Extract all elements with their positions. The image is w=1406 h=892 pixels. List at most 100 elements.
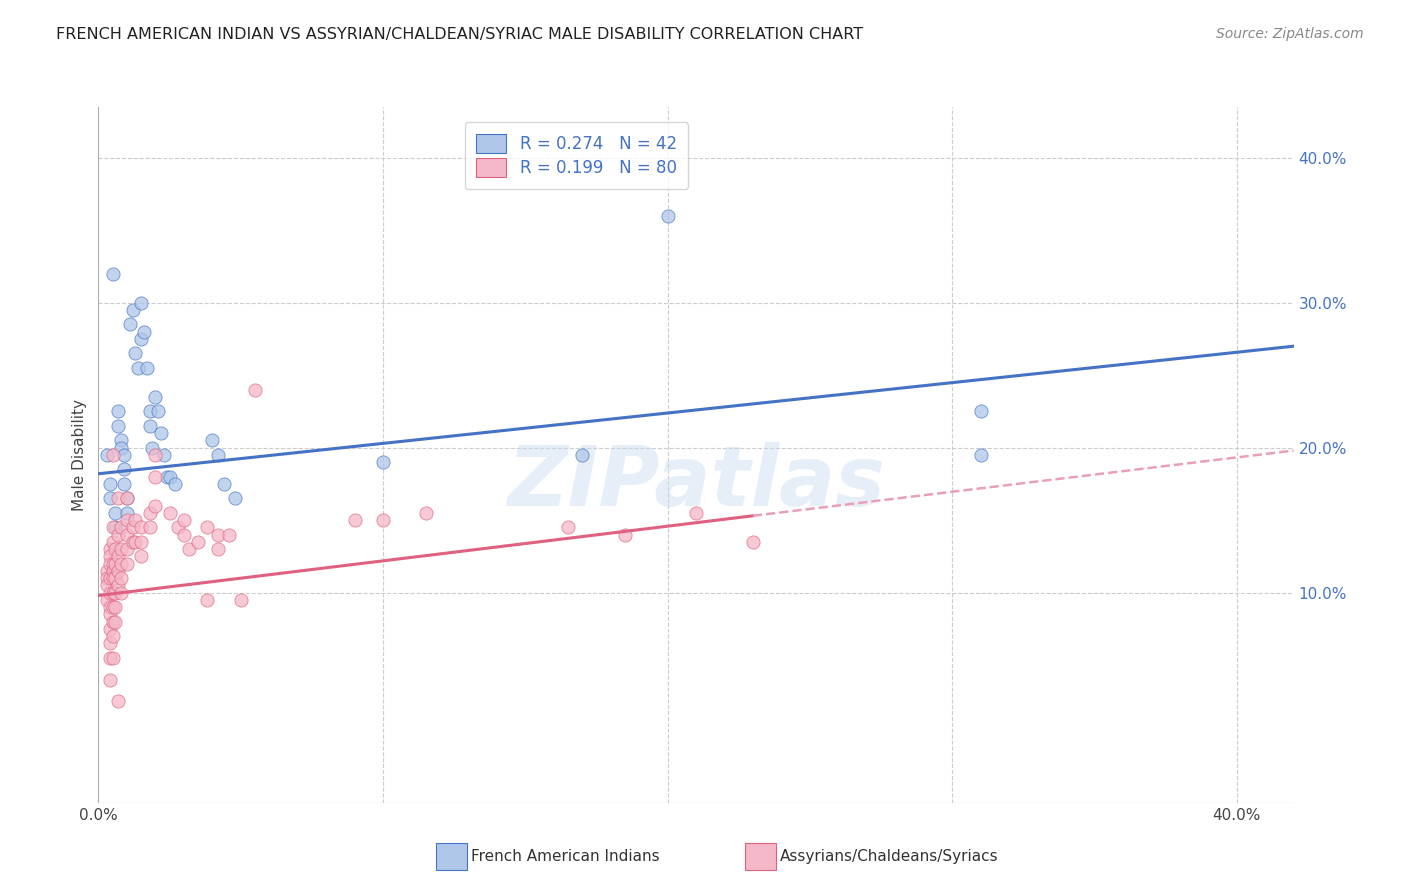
- Point: [165, 476, 187, 491]
- Point: [415, 506, 437, 520]
- Point: [96, 448, 118, 462]
- Point: [107, 549, 129, 564]
- Point: [115, 542, 138, 557]
- Point: [224, 491, 246, 506]
- Text: Source: ZipAtlas.com: Source: ZipAtlas.com: [1216, 27, 1364, 41]
- Point: [187, 534, 209, 549]
- Point: [112, 448, 135, 462]
- Point: [127, 361, 149, 376]
- Point: [143, 499, 166, 513]
- Point: [143, 448, 166, 462]
- Point: [104, 571, 127, 585]
- Point: [557, 520, 579, 534]
- Point: [101, 585, 124, 599]
- Point: [115, 506, 138, 520]
- Point: [110, 585, 132, 599]
- Point: [141, 441, 163, 455]
- Point: [115, 491, 138, 506]
- Point: [124, 513, 146, 527]
- Point: [101, 571, 124, 585]
- Point: [138, 520, 160, 534]
- Point: [229, 592, 252, 607]
- Point: [571, 448, 593, 462]
- Point: [129, 534, 152, 549]
- Point: [685, 506, 707, 520]
- Point: [98, 600, 121, 615]
- Point: [371, 455, 394, 469]
- Point: [110, 434, 132, 448]
- Point: [104, 520, 127, 534]
- Point: [207, 542, 229, 557]
- Point: [138, 404, 160, 418]
- Point: [101, 267, 124, 281]
- Point: [96, 578, 118, 592]
- Y-axis label: Male Disability: Male Disability: [72, 399, 87, 511]
- Point: [969, 404, 991, 418]
- Point: [110, 520, 132, 534]
- Point: [195, 592, 218, 607]
- Point: [110, 557, 132, 571]
- Point: [129, 332, 152, 346]
- Point: [101, 615, 124, 629]
- Point: [104, 557, 127, 571]
- Point: [104, 615, 127, 629]
- Point: [98, 607, 121, 622]
- Point: [98, 476, 121, 491]
- Point: [115, 513, 138, 527]
- Point: [129, 520, 152, 534]
- Point: [107, 404, 129, 418]
- Point: [207, 527, 229, 541]
- Point: [107, 694, 129, 708]
- Point: [112, 476, 135, 491]
- Point: [138, 419, 160, 434]
- Point: [201, 434, 224, 448]
- Point: [115, 527, 138, 541]
- Point: [156, 469, 179, 483]
- Text: French American Indians: French American Indians: [471, 849, 659, 863]
- Point: [98, 651, 121, 665]
- Point: [657, 209, 679, 223]
- Point: [98, 622, 121, 636]
- Point: [104, 600, 127, 615]
- Point: [98, 673, 121, 687]
- Point: [107, 527, 129, 541]
- Point: [98, 571, 121, 585]
- Point: [115, 491, 138, 506]
- Point: [969, 448, 991, 462]
- Point: [96, 564, 118, 578]
- Point: [343, 513, 366, 527]
- Point: [173, 527, 195, 541]
- Point: [107, 564, 129, 578]
- Point: [101, 564, 124, 578]
- Point: [104, 542, 127, 557]
- Point: [101, 651, 124, 665]
- Point: [212, 476, 235, 491]
- Point: [135, 361, 157, 376]
- Point: [98, 585, 121, 599]
- Point: [173, 513, 195, 527]
- Point: [741, 534, 763, 549]
- Text: ZIPatlas: ZIPatlas: [508, 442, 884, 524]
- Point: [96, 592, 118, 607]
- Point: [179, 542, 201, 557]
- Point: [129, 295, 152, 310]
- Point: [112, 462, 135, 476]
- Point: [98, 636, 121, 650]
- Point: [148, 404, 170, 418]
- Point: [243, 383, 266, 397]
- Point: [98, 491, 121, 506]
- Point: [104, 506, 127, 520]
- Point: [107, 419, 129, 434]
- Point: [101, 600, 124, 615]
- Point: [371, 513, 394, 527]
- Point: [195, 520, 218, 534]
- Point: [218, 527, 240, 541]
- Point: [124, 534, 146, 549]
- Point: [110, 441, 132, 455]
- Point: [138, 506, 160, 520]
- Text: FRENCH AMERICAN INDIAN VS ASSYRIAN/CHALDEAN/SYRIAC MALE DISABILITY CORRELATION C: FRENCH AMERICAN INDIAN VS ASSYRIAN/CHALD…: [56, 27, 863, 42]
- Point: [153, 448, 176, 462]
- Point: [150, 426, 173, 441]
- Point: [98, 557, 121, 571]
- Legend: R = 0.274   N = 42, R = 0.199   N = 80: R = 0.274 N = 42, R = 0.199 N = 80: [464, 122, 689, 189]
